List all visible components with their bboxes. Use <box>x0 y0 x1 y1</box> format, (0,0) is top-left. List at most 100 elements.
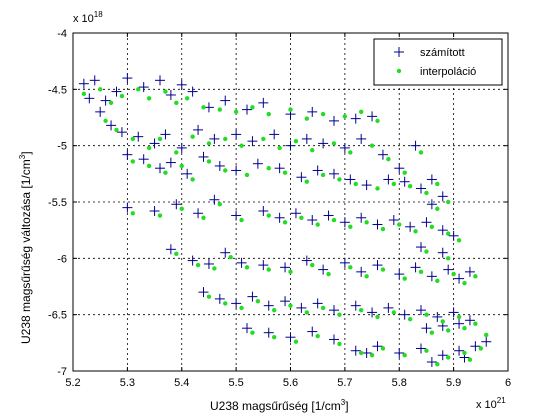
point-interpolated <box>402 353 407 358</box>
point-computed <box>258 206 269 217</box>
point-computed <box>416 343 426 354</box>
point-computed <box>399 309 410 320</box>
point-computed <box>214 293 225 304</box>
point-interpolated <box>304 116 310 121</box>
point-interpolated <box>250 330 255 335</box>
point-interpolated <box>130 159 136 164</box>
point-interpolated <box>348 265 353 270</box>
point-interpolated <box>424 249 429 254</box>
point-interpolated <box>201 215 206 220</box>
point-computed <box>454 318 465 329</box>
point-interpolated <box>462 350 467 356</box>
point-interpolated <box>233 109 239 115</box>
point-interpolated <box>364 274 369 279</box>
point-interpolated <box>380 346 386 351</box>
point-interpolated <box>440 319 445 324</box>
point-computed <box>176 142 187 153</box>
y-tick-label: -6.5 <box>48 310 67 322</box>
point-interpolated <box>130 136 136 142</box>
point-computed <box>416 242 426 253</box>
point-interpolated <box>157 213 163 218</box>
point-computed <box>312 298 323 309</box>
x-tick-label: 6 <box>505 377 511 389</box>
point-computed <box>247 291 258 302</box>
point-computed <box>307 106 318 117</box>
point-interpolated <box>418 150 424 155</box>
point-computed <box>394 163 405 174</box>
point-computed <box>165 157 176 168</box>
point-computed <box>263 300 274 311</box>
point-interpolated <box>136 87 141 92</box>
axis-ticks: 5.2 5.3 5.4 5.5 5.6 5.7 5.8 5.9 6 -4 -4.5 -5 -5.5 -6 -… <box>48 28 511 389</box>
y-tick-label: -4 <box>57 28 67 40</box>
point-computed <box>258 260 269 271</box>
point-computed <box>394 347 405 358</box>
point-interpolated <box>364 220 369 225</box>
point-interpolated <box>288 303 293 308</box>
point-interpolated <box>484 332 489 338</box>
point-computed <box>383 174 394 185</box>
point-interpolated <box>288 107 293 112</box>
point-interpolated <box>445 231 451 236</box>
point-computed <box>437 350 448 361</box>
point-interpolated <box>223 301 228 306</box>
point-computed <box>247 136 258 147</box>
point-computed <box>138 154 149 165</box>
point-interpolated <box>380 267 386 272</box>
point-interpolated <box>462 280 467 286</box>
point-computed <box>394 269 405 280</box>
point-computed <box>410 140 421 151</box>
point-interpolated <box>244 265 250 270</box>
point-computed <box>296 302 307 313</box>
point-computed <box>231 298 242 309</box>
point-interpolated <box>266 111 271 117</box>
point-computed <box>198 287 209 298</box>
point-interpolated <box>445 328 451 333</box>
point-computed <box>242 104 252 115</box>
y-tick-label: -5.5 <box>48 197 67 209</box>
point-computed <box>361 180 372 191</box>
point-interpolated <box>473 321 478 326</box>
point-interpolated <box>467 357 473 362</box>
point-interpolated <box>163 89 168 94</box>
point-interpolated <box>190 134 195 139</box>
point-interpolated <box>310 147 315 153</box>
point-computed <box>481 336 492 347</box>
point-computed <box>122 149 133 160</box>
point-interpolated <box>184 96 190 101</box>
point-computed <box>329 168 339 179</box>
point-interpolated <box>413 229 418 234</box>
point-computed <box>100 95 111 106</box>
point-computed <box>443 264 454 275</box>
point-computed <box>171 199 182 210</box>
point-interpolated <box>174 100 179 106</box>
point-computed <box>437 247 448 258</box>
x-tick-label: 5.9 <box>446 377 461 389</box>
point-computed <box>187 255 198 266</box>
point-computed <box>416 305 426 316</box>
point-computed <box>367 111 378 122</box>
point-interpolated <box>320 172 326 178</box>
point-interpolated <box>348 224 353 229</box>
point-computed <box>350 345 361 356</box>
point-computed <box>160 129 171 140</box>
point-interpolated <box>358 350 364 356</box>
x-tick-label: 5.8 <box>392 377 407 389</box>
point-computed <box>432 311 443 322</box>
legend-box <box>373 38 503 86</box>
point-computed <box>350 300 361 311</box>
point-interpolated <box>375 186 380 191</box>
point-computed <box>274 212 285 223</box>
point-interpolated <box>282 220 288 225</box>
point-computed <box>149 138 160 149</box>
point-interpolated <box>380 226 386 232</box>
x-tick-label: 5.7 <box>337 377 352 389</box>
point-computed <box>203 258 214 269</box>
point-computed <box>339 142 350 153</box>
point-computed <box>155 75 165 86</box>
point-interpolated <box>375 118 380 124</box>
point-interpolated <box>337 177 342 182</box>
point-interpolated <box>386 156 391 162</box>
point-interpolated <box>348 150 353 155</box>
point-interpolated <box>174 150 179 155</box>
